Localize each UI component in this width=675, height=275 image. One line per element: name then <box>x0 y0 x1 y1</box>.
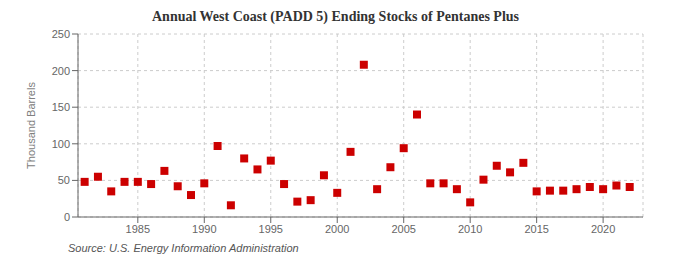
svg-text:0: 0 <box>64 211 70 223</box>
svg-text:2005: 2005 <box>391 223 415 235</box>
svg-text:100: 100 <box>52 138 70 150</box>
svg-text:2015: 2015 <box>524 223 548 235</box>
html-text:Source: U.S. Energy Informatio: Source: U.S. Energy Information Administ… <box>68 242 299 254</box>
svg-text:1995: 1995 <box>259 223 283 235</box>
svg-text:2010: 2010 <box>458 223 482 235</box>
svg-text:200: 200 <box>52 65 70 77</box>
svg-text:Thousand Barrels: Thousand Barrels <box>25 82 37 169</box>
svg-text:2020: 2020 <box>591 223 615 235</box>
svg-text:1990: 1990 <box>192 223 216 235</box>
svg-text:250: 250 <box>52 28 70 40</box>
svg-text:50: 50 <box>58 174 70 186</box>
svg-text:2000: 2000 <box>325 223 349 235</box>
html-text:Annual West Coast (PADD 5) End: Annual West Coast (PADD 5) Ending Stocks… <box>152 9 519 24</box>
svg-text:1985: 1985 <box>126 223 150 235</box>
svg-text:150: 150 <box>52 101 70 113</box>
